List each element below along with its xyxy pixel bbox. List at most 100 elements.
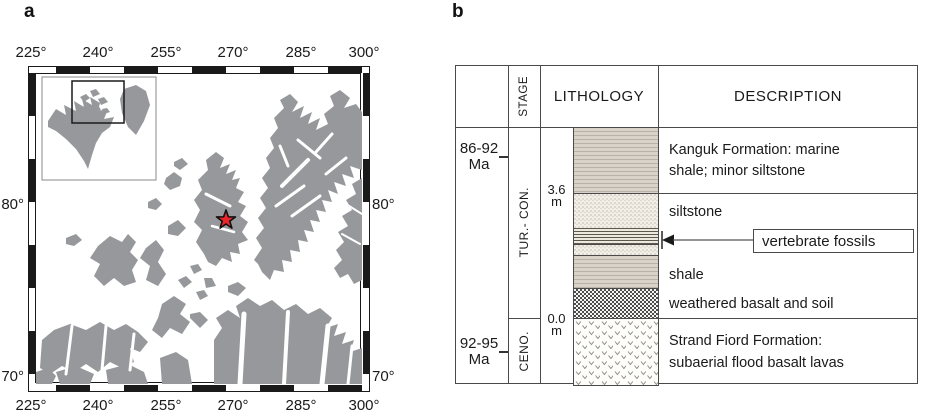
description-kanguk-line1: Kanguk Formation: marine xyxy=(669,142,840,158)
unit-siltstone-thin xyxy=(574,244,658,255)
age-lower-unit: Ma xyxy=(468,351,490,368)
cornwall-island xyxy=(168,220,186,236)
lon-label-top-255: 255° xyxy=(150,44,182,61)
description-strand-fiord: Strand Fiord Formation: subaerial flood … xyxy=(669,330,844,374)
description-divider-upper xyxy=(658,193,918,194)
lougheed-island xyxy=(66,234,82,246)
thickness-base-unit: m xyxy=(551,323,562,338)
small-island xyxy=(190,312,208,328)
inset-arctic-islands xyxy=(92,105,101,113)
unit-siltstone xyxy=(574,193,658,228)
unit-kanguk-shale xyxy=(574,128,658,193)
age-upper-unit: Ma xyxy=(468,156,490,173)
fossil-callout-label: vertebrate fossils xyxy=(762,232,876,250)
victoria-island-coast xyxy=(160,352,192,384)
inset-arctic-islands xyxy=(98,97,108,105)
header-description: DESCRIPTION xyxy=(733,88,842,105)
lon-label-top-285: 285° xyxy=(285,44,317,61)
ellesmere-island xyxy=(254,90,362,280)
description-strand-line1: Strand Fiord Formation: xyxy=(669,333,823,349)
greenland-coast xyxy=(334,178,362,284)
arctic-archipelago-map-svg xyxy=(36,76,363,387)
basalt-v-pattern xyxy=(574,319,658,385)
lon-label-bottom-270: 270° xyxy=(217,397,249,414)
stage-divider-line xyxy=(508,318,541,319)
small-island xyxy=(190,264,202,274)
stage-cell-ceno: CENO. xyxy=(517,330,531,372)
inset-north-america xyxy=(48,97,114,169)
age-lower-value: 92-95 xyxy=(459,335,499,352)
age-tick-upper xyxy=(499,156,508,158)
map-area xyxy=(35,73,363,387)
lon-label-bottom-300: 300° xyxy=(348,397,380,414)
age-tick-lower xyxy=(499,351,508,353)
inset-map xyxy=(41,76,157,181)
inset-arctic-islands xyxy=(80,94,90,102)
column-line-age-stage xyxy=(508,65,509,384)
islands-group xyxy=(36,90,362,384)
thickness-top-value: 3.6 xyxy=(547,182,566,197)
header-lithology: LITHOLOGY xyxy=(553,88,645,105)
description-kanguk-line2: shale; minor siltstone xyxy=(669,163,806,179)
amund-ringnes-island xyxy=(140,240,166,286)
frame-checker-left xyxy=(29,73,35,383)
age-label-lower: 92-95 Ma xyxy=(453,336,505,368)
unit-weathered-basalt xyxy=(574,288,658,318)
small-island xyxy=(148,198,162,210)
ellef-ringnes-island xyxy=(90,234,138,286)
frame-checker-right xyxy=(363,73,369,383)
description-kanguk: Kanguk Formation: marine shale; minor si… xyxy=(669,140,840,182)
lon-label-top-300: 300° xyxy=(348,44,380,61)
description-siltstone: siltstone xyxy=(669,204,723,220)
unit-shale xyxy=(574,255,658,288)
stage-cell-tur-con: TUR.- CON. xyxy=(517,187,531,258)
map-frame xyxy=(28,66,370,392)
lon-label-top-240: 240° xyxy=(82,44,114,61)
inset-arctic-islands xyxy=(90,89,100,97)
frame-checker-bottom xyxy=(29,385,367,391)
bathurst-island xyxy=(152,296,190,338)
inset-arctic-islands xyxy=(82,105,91,112)
lon-label-bottom-225: 225° xyxy=(15,397,47,414)
panel-a-label: a xyxy=(24,1,35,22)
axel-heiberg-island xyxy=(194,152,248,266)
unit-flood-basalt xyxy=(574,318,658,385)
description-divider-lower xyxy=(658,318,918,319)
lon-label-top-225: 225° xyxy=(15,44,47,61)
graham-island xyxy=(228,282,246,296)
victoria-island-coast xyxy=(56,366,94,384)
description-weathered-basalt: weathered basalt and soil xyxy=(669,296,834,312)
inset-greenland xyxy=(120,85,150,135)
strat-table-border xyxy=(455,65,918,384)
panel-b-label: b xyxy=(452,1,464,22)
thickness-label-base: 0.0 m xyxy=(540,311,573,338)
thickness-top-unit: m xyxy=(551,194,562,209)
coast-corner xyxy=(36,368,56,384)
meighen-island xyxy=(164,172,182,190)
lat-label-right-80: 80° xyxy=(372,196,395,213)
description-shale: shale xyxy=(669,267,704,283)
frame-checker-top xyxy=(29,67,367,73)
study-site-star-icon xyxy=(215,209,237,229)
small-island xyxy=(174,158,188,170)
thickness-base-value: 0.0 xyxy=(547,311,566,326)
column-line-stage-lithology xyxy=(540,65,541,384)
lon-label-bottom-255: 255° xyxy=(150,397,182,414)
lithology-column xyxy=(573,127,659,386)
thickness-label-top: 3.6 m xyxy=(540,182,573,209)
header-stage: STAGE xyxy=(518,75,530,117)
fossil-callout-box: vertebrate fossils xyxy=(753,229,914,253)
small-island xyxy=(204,278,216,288)
inset-arctic-islands xyxy=(102,108,110,114)
lon-label-bottom-240: 240° xyxy=(82,397,114,414)
lat-label-right-70: 70° xyxy=(372,368,395,385)
victoria-island-coast xyxy=(106,364,148,384)
lat-label-left-80: 80° xyxy=(1,196,24,213)
description-strand-line2: subaerial flood basalt lavas xyxy=(669,355,844,371)
lon-label-top-270: 270° xyxy=(217,44,249,61)
unit-fossil-laminations xyxy=(574,228,658,244)
inset-study-area-box xyxy=(71,80,125,124)
fossil-arrow xyxy=(661,231,754,249)
fjord-channels-group xyxy=(64,132,363,387)
